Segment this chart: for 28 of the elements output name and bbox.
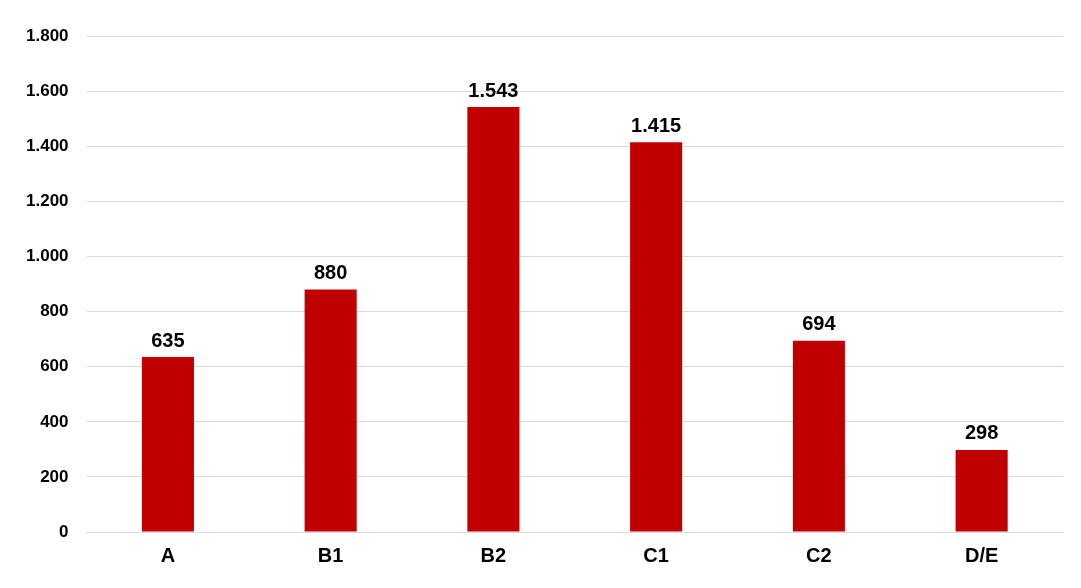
data-label: 298	[964, 421, 999, 444]
y-tick-label: 800	[40, 301, 69, 321]
x-tick-label: D/E	[964, 543, 999, 566]
y-tick-label: 1.800	[25, 25, 69, 45]
x-tick-label: A	[160, 543, 176, 566]
y-tick-label: 0	[59, 521, 69, 541]
bar	[141, 357, 194, 532]
data-label: 1.415	[631, 113, 682, 136]
data-label: 635	[151, 328, 185, 351]
data-label: 694	[802, 312, 837, 335]
bar	[467, 106, 520, 532]
bar	[630, 142, 683, 532]
bar	[792, 340, 845, 532]
y-tick-label: 1.400	[25, 136, 69, 156]
y-tick-label: 400	[40, 411, 69, 431]
y-tick-label: 200	[40, 466, 69, 486]
x-tick-label: B1	[317, 543, 344, 566]
y-tick-label: 600	[40, 356, 69, 376]
x-tick-label: C1	[643, 543, 669, 566]
y-tick-label: 1.200	[25, 191, 69, 211]
data-label: 1.543	[468, 78, 519, 101]
y-tick-label: 1.000	[25, 246, 69, 266]
x-tick-label: C2	[806, 543, 832, 566]
bar	[955, 449, 1008, 532]
x-tick-label: B2	[480, 543, 507, 566]
y-tick-label: 1.600	[25, 80, 69, 100]
data-label: 880	[313, 261, 348, 284]
bar	[304, 289, 357, 532]
